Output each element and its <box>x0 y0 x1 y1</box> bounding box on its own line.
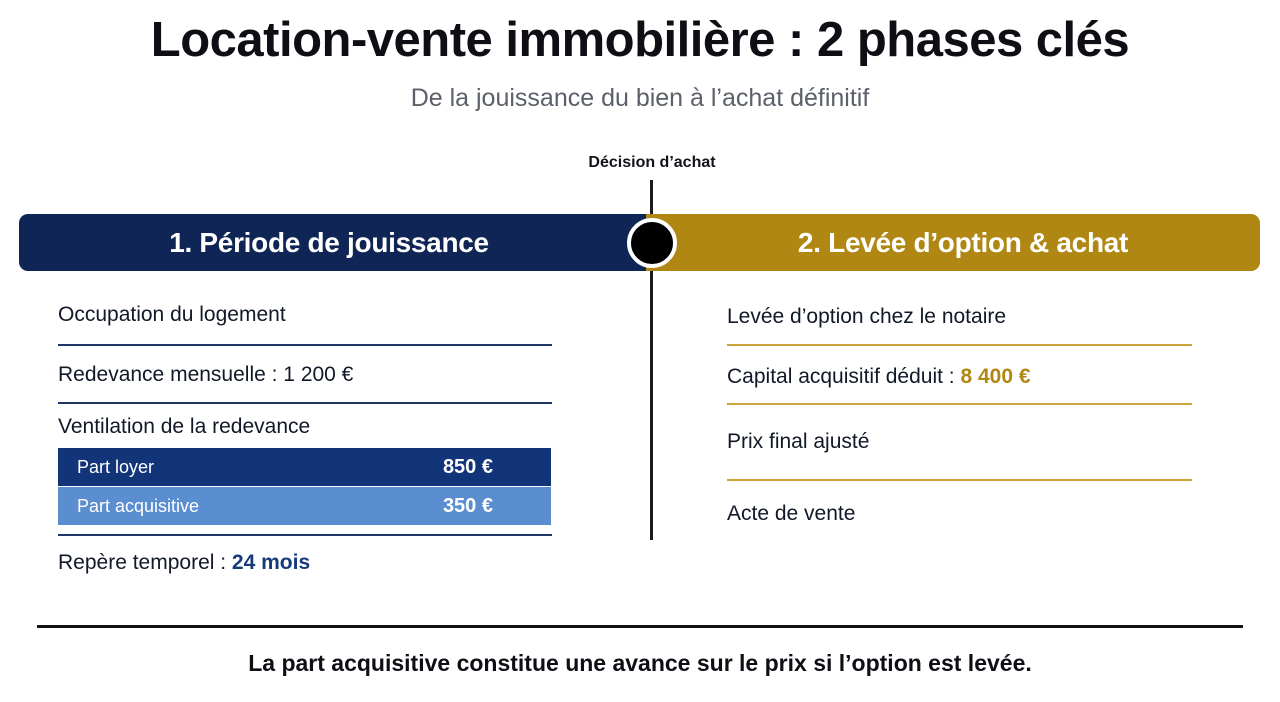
ventilation-value: 350 € <box>442 494 493 517</box>
phase1-repere: Repère temporel : 24 mois <box>58 551 310 575</box>
timeline-divider <box>650 180 653 540</box>
phase2-levee: Levée d’option chez le notaire <box>727 305 1007 328</box>
phase2-prix-final: Prix final ajusté <box>727 430 870 453</box>
phase1-separator <box>58 344 552 346</box>
phase2-capital: Capital acquisitif déduit : 8 400 € <box>727 365 1031 389</box>
ventilation-row-acquisitive: Part acquisitive 350 € <box>58 487 551 525</box>
ventilation-label: Part acquisitive <box>77 495 200 516</box>
phase2-acte: Acte de vente <box>727 502 856 525</box>
phase2-header-bar: 2. Levée d’option & achat <box>646 214 1260 271</box>
decision-label: Décision d’achat <box>588 154 716 171</box>
phase1-separator <box>58 534 552 536</box>
page-title: Location-vente immobilière : 2 phases cl… <box>150 13 1130 67</box>
phase1-title: 1. Période de jouissance <box>169 226 489 258</box>
phase2-separator <box>727 479 1192 481</box>
phase2-separator <box>727 344 1192 346</box>
footer-note: La part acquisitive constitue une avance… <box>248 650 1032 676</box>
page-subtitle: De la jouissance du bien à l’achat défin… <box>410 84 870 112</box>
phase1-occupation: Occupation du logement <box>58 303 286 326</box>
phase2-title: 2. Levée d’option & achat <box>797 226 1129 258</box>
phase1-redevance: Redevance mensuelle : 1 200 € <box>58 363 354 386</box>
footer-divider <box>37 625 1243 628</box>
capital-label: Capital acquisitif déduit : <box>727 365 961 388</box>
phase1-separator <box>58 402 552 404</box>
ventilation-value: 850 € <box>442 455 493 478</box>
repere-value: 24 mois <box>231 551 311 574</box>
ventilation-label: Part loyer <box>77 456 155 477</box>
decision-point-marker <box>627 218 677 268</box>
phase1-ventilation-label: Ventilation de la redevance <box>58 415 311 438</box>
phase1-header-bar: 1. Période de jouissance <box>19 214 659 271</box>
ventilation-row-loyer: Part loyer 850 € <box>58 448 551 486</box>
capital-value: 8 400 € <box>960 365 1031 388</box>
phase2-separator <box>727 403 1192 405</box>
repere-label: Repère temporel : <box>58 551 232 574</box>
